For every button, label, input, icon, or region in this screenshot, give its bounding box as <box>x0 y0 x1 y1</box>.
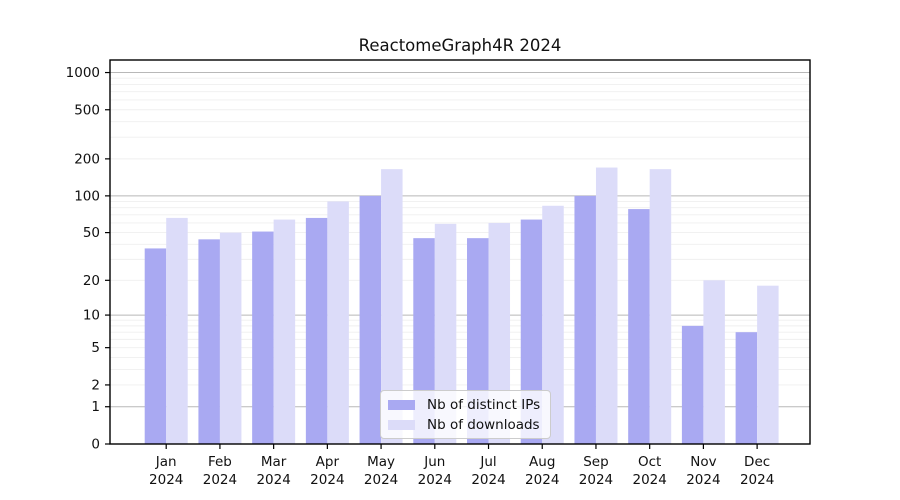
bar-downloads-jan <box>166 217 188 444</box>
bar-downloads-feb <box>219 232 242 444</box>
x-tick-label-year: 2024 <box>203 472 237 488</box>
x-tick-label-year: 2024 <box>256 472 290 488</box>
legend-label-downloads: Nb of downloads <box>427 416 540 433</box>
bar-distinct-ips-mar <box>252 231 274 444</box>
x-tick-label-month: Dec <box>744 454 770 470</box>
x-tick-label-year: 2024 <box>418 472 452 488</box>
axes-frame <box>109 59 811 445</box>
x-tick-label-year: 2024 <box>471 472 505 488</box>
x-tick-label-year: 2024 <box>525 472 559 488</box>
legend: Nb of distinct IPs Nb of downloads <box>380 390 552 439</box>
bar-distinct-ips-apr <box>305 217 328 444</box>
x-tick-label-year: 2024 <box>364 472 398 488</box>
x-tick-label-month: Jan <box>155 454 177 470</box>
x-tick-label-month: Aug <box>529 454 555 470</box>
bar-distinct-ips-aug <box>520 219 543 444</box>
bar-distinct-ips-sep <box>574 195 596 444</box>
bar-downloads-may <box>381 169 403 444</box>
bar-distinct-ips-may <box>359 195 382 444</box>
bar-distinct-ips-jan <box>144 248 167 444</box>
x-tick-label-month: Sep <box>583 454 608 470</box>
y-tick-label: 50 <box>83 225 100 241</box>
x-tick-label-month: Nov <box>690 454 716 470</box>
x-tick-label-year: 2024 <box>633 472 667 488</box>
legend-item-downloads: Nb of downloads <box>388 416 540 433</box>
y-tick-label: 100 <box>74 188 100 204</box>
bar-downloads-aug <box>542 205 564 444</box>
y-tick-label: 10 <box>83 308 100 324</box>
y-tick-label: 5 <box>91 340 100 356</box>
x-tick-label-year: 2024 <box>686 472 720 488</box>
x-tick-label-year: 2024 <box>310 472 344 488</box>
y-tick-label: 0 <box>91 437 100 453</box>
x-tick-label-year: 2024 <box>149 472 183 488</box>
legend-item-distinct-ips: Nb of distinct IPs <box>388 396 540 413</box>
bar-downloads-nov <box>703 280 725 444</box>
bar-distinct-ips-dec <box>735 332 758 444</box>
y-tick-label: 500 <box>74 102 100 118</box>
y-tick-label: 200 <box>74 151 100 167</box>
bar-downloads-dec <box>757 285 779 444</box>
legend-swatch-downloads-icon <box>388 419 415 430</box>
y-tick-label: 20 <box>83 273 100 289</box>
bar-downloads-apr <box>327 201 349 444</box>
x-tick-label-month: Jun <box>423 454 445 470</box>
x-tick-label-month: May <box>367 454 395 470</box>
bar-downloads-jul <box>488 222 511 444</box>
legend-label-distinct-ips: Nb of distinct IPs <box>427 396 541 413</box>
bar-distinct-ips-oct <box>628 209 650 444</box>
y-tick-label: 2 <box>91 377 100 393</box>
bar-distinct-ips-nov <box>681 325 704 444</box>
bar-downloads-jun <box>434 223 457 444</box>
y-tick-label: 1 <box>91 399 100 415</box>
y-tick-label: 1000 <box>66 65 100 81</box>
x-tick-label-year: 2024 <box>740 472 774 488</box>
x-tick-label-month: Mar <box>261 454 287 470</box>
x-tick-label-month: Feb <box>208 454 232 470</box>
bar-distinct-ips-feb <box>198 239 220 444</box>
x-tick-label-month: Apr <box>316 454 340 470</box>
x-tick-label-month: Oct <box>638 454 661 470</box>
x-tick-label-year: 2024 <box>579 472 613 488</box>
bar-downloads-oct <box>649 169 672 444</box>
legend-swatch-distinct-ips-icon <box>388 399 415 410</box>
chart-title: ReactomeGraph4R 2024 <box>358 36 562 55</box>
bar-downloads-mar <box>273 219 296 444</box>
x-tick-label-month: Jul <box>479 454 496 470</box>
bar-downloads-sep <box>595 167 618 444</box>
